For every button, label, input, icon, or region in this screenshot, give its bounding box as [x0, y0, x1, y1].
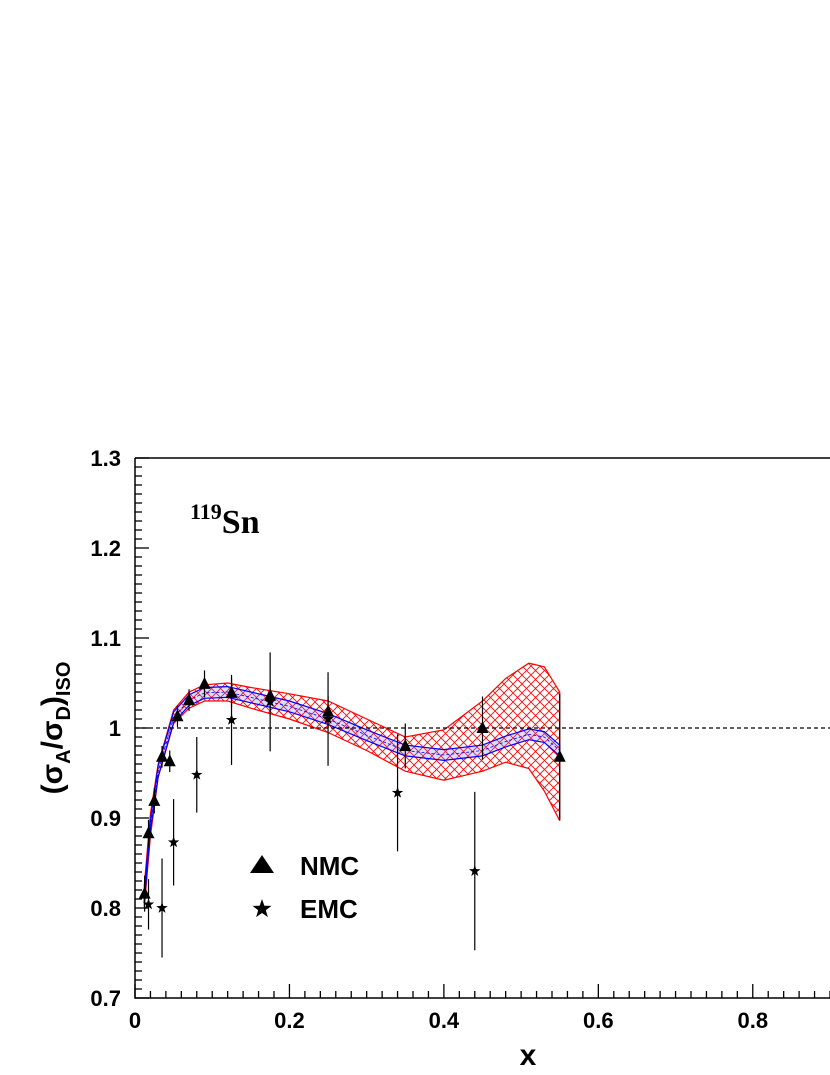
emc-point: [191, 768, 203, 780]
y-tick-label: 1.2: [90, 536, 121, 561]
legend-emc-label: EMC: [300, 894, 358, 924]
nmc-point: [183, 693, 196, 706]
emc-point: [322, 713, 334, 724]
central-fit-curve: [143, 691, 560, 898]
emc-point: [469, 865, 481, 876]
axis-ticks: [134, 457, 830, 999]
nmc-point: [138, 886, 151, 899]
emc-point: [225, 713, 238, 725]
emc-point: [167, 836, 180, 848]
y-tick-label: 1: [109, 716, 121, 741]
y-tick-label: 0.7: [90, 986, 121, 1011]
y-tick-labels: 0.7 0.8 0.9 1 1.1 1.2 1.3: [90, 446, 121, 1011]
y-tick-label: 0.9: [90, 806, 121, 831]
outer-uncertainty-band: [143, 662, 561, 909]
x-tick-label: 0.6: [583, 1008, 614, 1033]
legend-nmc-marker: [250, 855, 274, 873]
nmc-point: [198, 676, 211, 689]
nmc-point: [553, 749, 566, 762]
legend-emc-marker: [252, 899, 272, 918]
x-axis-title: x: [520, 1039, 537, 1072]
legend-nmc-label: NMC: [300, 851, 359, 881]
x-tick-label: 0: [129, 1008, 141, 1033]
nmc-point: [171, 709, 184, 722]
nmc-point: [264, 688, 277, 701]
x-tick-label: 0.2: [274, 1008, 305, 1033]
nucleus-annotation: 119Sn: [190, 499, 260, 541]
y-tick-label: 1.3: [90, 446, 121, 471]
nmc-point: [148, 793, 161, 806]
x-tick-label: 0.4: [429, 1008, 460, 1033]
data-markers: [138, 676, 566, 913]
y-tick-label: 0.8: [90, 896, 121, 921]
x-tick-label: 0.8: [737, 1008, 768, 1033]
nmc-point: [399, 739, 412, 751]
emc-point: [391, 786, 404, 798]
y-axis-title: (σA/σD)ISO: [36, 662, 75, 795]
nmc-point: [225, 685, 238, 698]
nmc-point: [142, 826, 155, 839]
nmc-point: [476, 721, 489, 733]
x-tick-labels: 0 0.2 0.4 0.6 0.8: [129, 1008, 768, 1033]
emc-point: [156, 902, 168, 913]
nmc-point: [156, 749, 169, 762]
nmc-point: [322, 704, 335, 717]
y-tick-label: 1.1: [90, 626, 121, 651]
legend: NMC EMC: [250, 851, 359, 924]
nmc-point: [163, 754, 176, 767]
emc-point: [264, 695, 276, 707]
emc-point: [142, 898, 155, 910]
